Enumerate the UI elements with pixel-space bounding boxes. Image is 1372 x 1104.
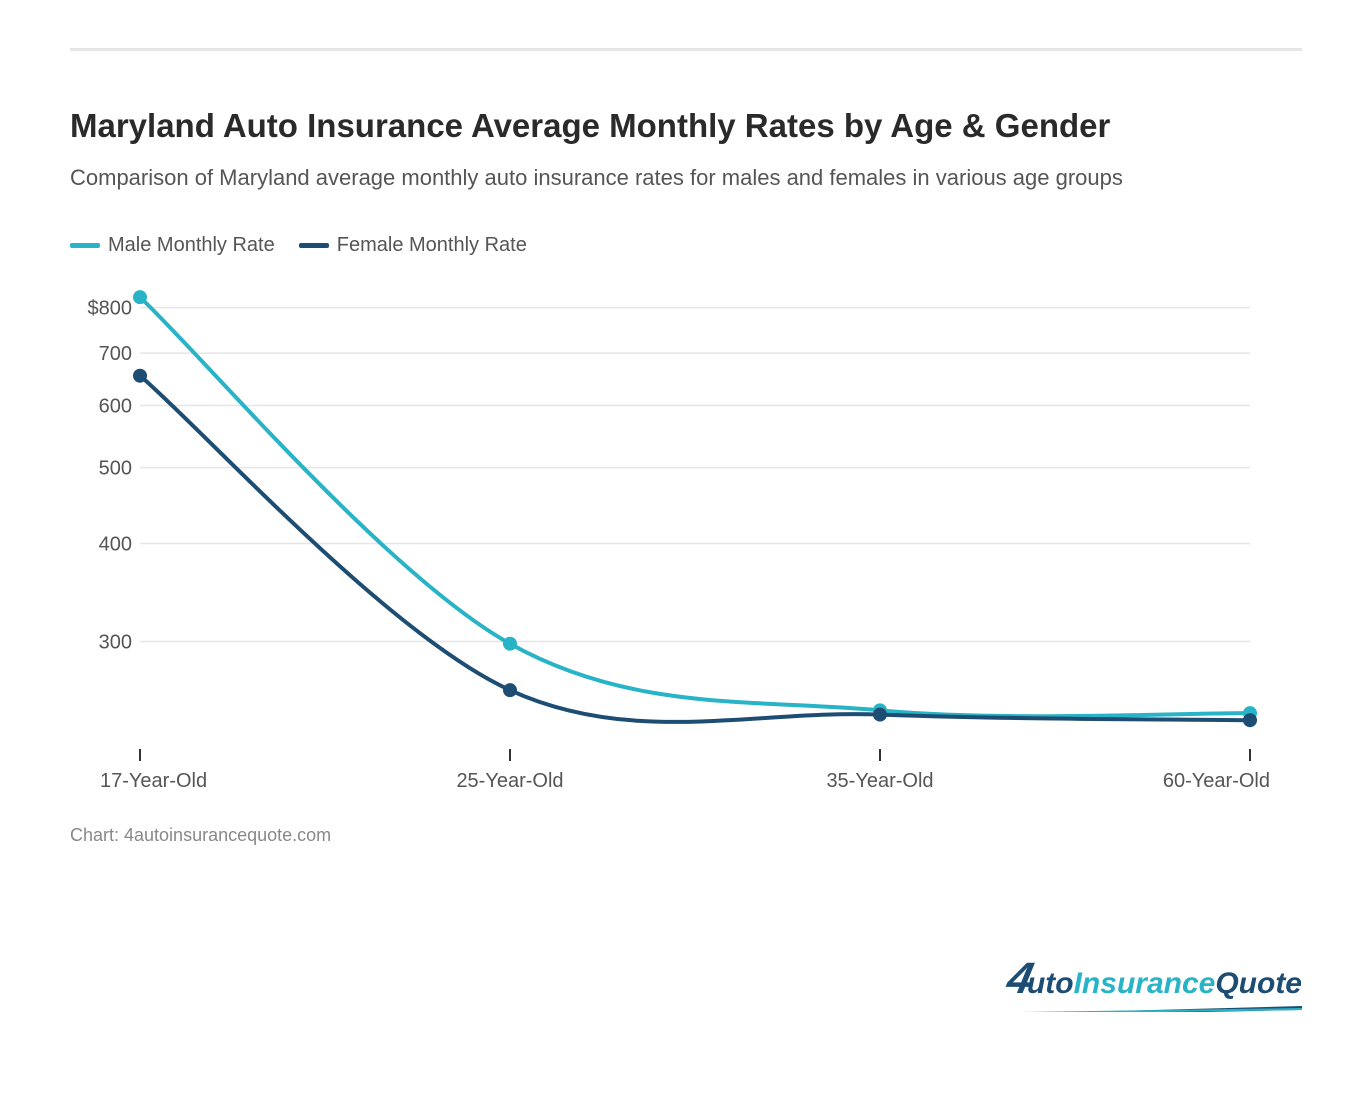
brand-logo: 4utoInsuranceQuote — [1008, 954, 1302, 1004]
chart-attribution: Chart: 4autoinsurancequote.com — [70, 825, 1302, 846]
svg-text:300: 300 — [99, 631, 132, 653]
legend: Male Monthly Rate Female Monthly Rate — [70, 234, 1302, 257]
svg-text:500: 500 — [99, 457, 132, 479]
svg-text:700: 700 — [99, 343, 132, 365]
top-divider — [70, 48, 1302, 51]
logo-part2: Insurance — [1074, 967, 1216, 1000]
svg-text:17-Year-Old: 17-Year-Old — [100, 770, 207, 792]
chart-title: Maryland Auto Insurance Average Monthly … — [70, 107, 1302, 145]
svg-text:600: 600 — [99, 395, 132, 417]
svg-text:25-Year-Old: 25-Year-Old — [456, 770, 563, 792]
svg-text:$800: $800 — [88, 297, 133, 319]
legend-swatch-female — [299, 243, 329, 248]
legend-label-female: Female Monthly Rate — [337, 234, 527, 257]
legend-item-female: Female Monthly Rate — [299, 234, 527, 257]
legend-swatch-male — [70, 243, 100, 248]
svg-text:35-Year-Old: 35-Year-Old — [826, 770, 933, 792]
chart-container: Maryland Auto Insurance Average Monthly … — [0, 0, 1372, 846]
legend-label-male: Male Monthly Rate — [108, 234, 275, 257]
chart-plot: 300 400 500 600 700 $800 17-Year-Old 25-Year-Ol… — [70, 277, 1270, 797]
svg-text:400: 400 — [99, 533, 132, 555]
legend-item-male: Male Monthly Rate — [70, 234, 275, 257]
svg-text:60-Year-Old: 60-Year-Old — [1163, 770, 1270, 792]
chart-subtitle: Comparison of Maryland average monthly a… — [70, 163, 1302, 194]
chart-svg: 300 400 500 600 700 $800 17-Year-Old 25-Year-Ol… — [70, 277, 1270, 797]
logo-underline-icon — [1002, 1006, 1302, 1012]
logo-part3: Quote — [1215, 967, 1302, 1000]
